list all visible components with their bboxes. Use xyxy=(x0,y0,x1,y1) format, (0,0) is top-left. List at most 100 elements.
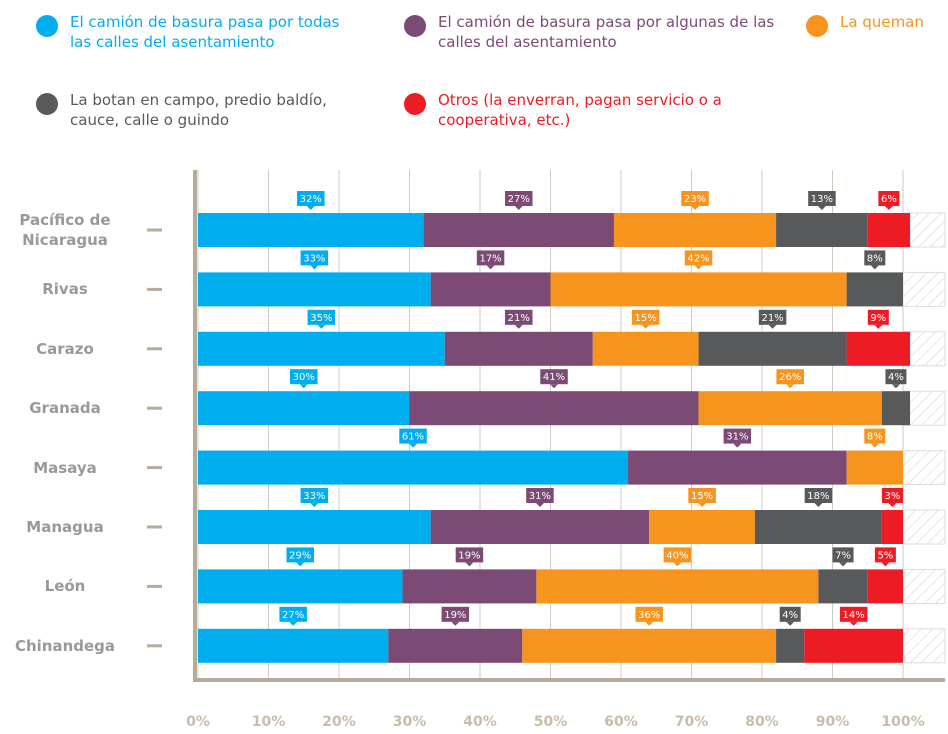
x-tick-label: 30% xyxy=(393,714,427,730)
value-label: 8% xyxy=(864,250,886,270)
legend-swatch xyxy=(404,93,426,115)
value-label: 15% xyxy=(688,488,716,507)
value-label-text: 18% xyxy=(807,491,829,502)
bar-segment xyxy=(804,628,903,663)
x-tick-label: 90% xyxy=(816,714,850,730)
value-label: 19% xyxy=(441,606,470,626)
bar-segment xyxy=(536,569,819,604)
value-label: 27% xyxy=(505,191,533,210)
category-label: Granada xyxy=(29,399,101,418)
value-label-box xyxy=(526,488,554,503)
value-label-pointer xyxy=(870,265,879,270)
value-label-pointer xyxy=(645,621,654,626)
value-label-text: 61% xyxy=(402,432,424,443)
value-label-box xyxy=(505,191,533,206)
value-label-pointer xyxy=(786,621,795,626)
value-label-pointer xyxy=(733,443,742,448)
value-label: 32% xyxy=(297,191,325,210)
value-label: 40% xyxy=(663,547,692,567)
value-label-box xyxy=(839,606,868,622)
value-label-box xyxy=(723,428,752,444)
x-tick-label: 70% xyxy=(675,714,709,730)
value-label-pointer xyxy=(641,324,650,329)
bar-segment xyxy=(409,391,699,426)
value-label-box xyxy=(867,309,889,325)
value-label: 5% xyxy=(874,547,896,567)
legend-label: El camión de basura pasa por todas las c… xyxy=(70,13,340,51)
value-label-box xyxy=(476,250,505,266)
bar-segment xyxy=(522,628,777,663)
bar-segment xyxy=(754,510,882,544)
bar-segment xyxy=(444,331,593,366)
value-label-text: 19% xyxy=(458,550,480,561)
value-label-text: 3% xyxy=(884,491,900,502)
value-label-box xyxy=(808,191,836,206)
value-label-text: 6% xyxy=(881,194,897,205)
value-label-pointer xyxy=(888,503,897,507)
value-label-text: 27% xyxy=(508,194,530,205)
value-label-box xyxy=(878,191,900,206)
bar-segment xyxy=(698,331,847,366)
value-label: 9% xyxy=(867,309,889,329)
value-label-pointer xyxy=(299,384,308,389)
category-label: Pacífico de Nicaragua xyxy=(19,211,111,249)
value-label-text: 8% xyxy=(867,253,883,264)
value-label-text: 4% xyxy=(888,372,904,383)
value-label-box xyxy=(688,488,716,503)
x-tick-label: 60% xyxy=(604,714,638,730)
category-label: Chinandega xyxy=(14,636,116,655)
legend-label: La botan en campo, predio baldío, cauce,… xyxy=(70,91,327,129)
value-label: 61% xyxy=(399,428,427,448)
bar-segment xyxy=(846,450,903,485)
value-label-text: 31% xyxy=(726,432,748,443)
value-label-box xyxy=(540,369,568,385)
value-label-box xyxy=(286,547,314,563)
hatch-area xyxy=(902,568,946,604)
hatch-area xyxy=(902,271,946,307)
value-label-text: 35% xyxy=(310,313,332,324)
bar-segment xyxy=(198,391,410,426)
value-label-box xyxy=(663,547,692,563)
value-label-text: 26% xyxy=(779,372,801,383)
value-label: 19% xyxy=(455,547,484,567)
bar-segment xyxy=(867,569,903,604)
value-label-pointer xyxy=(535,503,544,507)
value-label-text: 21% xyxy=(508,313,530,324)
value-label-pointer xyxy=(691,206,700,210)
value-label-box xyxy=(776,369,804,385)
bar-segment xyxy=(198,510,431,544)
value-label: 30% xyxy=(290,369,318,389)
value-label-text: 19% xyxy=(444,610,466,621)
value-label: 6% xyxy=(878,191,900,210)
value-label-pointer xyxy=(486,265,495,270)
value-label-text: 36% xyxy=(638,610,660,621)
x-tick-label: 0% xyxy=(186,714,210,730)
value-label-pointer xyxy=(698,503,707,507)
x-tick-label: 50% xyxy=(534,714,568,730)
value-label-pointer xyxy=(514,324,523,329)
value-label-text: 32% xyxy=(300,194,322,205)
value-label-text: 41% xyxy=(543,372,565,383)
value-label: 8% xyxy=(864,428,886,448)
value-label-box xyxy=(804,488,833,503)
value-label-text: 17% xyxy=(479,253,501,264)
value-label-text: 14% xyxy=(843,610,865,621)
value-label-box xyxy=(290,369,318,385)
x-tick-label: 20% xyxy=(322,714,356,730)
legend-label: La queman xyxy=(840,13,924,31)
value-label: 42% xyxy=(684,250,713,270)
bar-segment xyxy=(613,213,777,247)
value-label-box xyxy=(864,250,886,266)
value-label-box xyxy=(758,309,787,325)
value-label-pointer xyxy=(289,621,298,626)
value-label: 4% xyxy=(779,606,801,626)
value-label: 21% xyxy=(758,309,787,329)
value-label-text: 7% xyxy=(835,550,851,561)
hatch-area xyxy=(902,628,946,664)
value-label-pointer xyxy=(881,562,890,567)
bar-segment xyxy=(198,213,424,247)
value-label-pointer xyxy=(870,443,879,448)
value-label: 31% xyxy=(723,428,752,448)
value-label-text: 31% xyxy=(529,491,551,502)
value-label-text: 5% xyxy=(877,550,893,561)
